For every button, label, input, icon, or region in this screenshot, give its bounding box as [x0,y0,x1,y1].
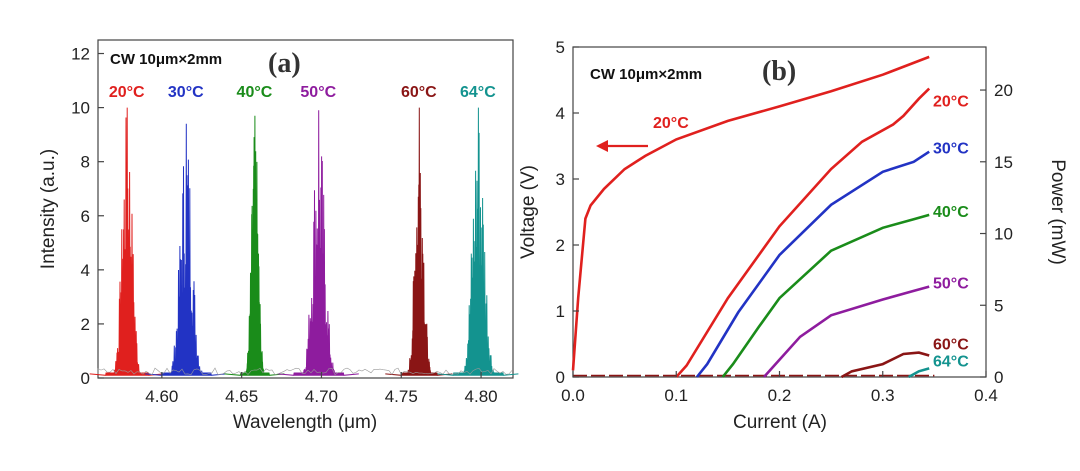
y2-tick-label: 20 [994,81,1013,100]
y2-tick-label: 10 [994,225,1013,244]
y-tick-label: 6 [81,207,90,226]
temperature-label: 30°C [168,84,204,101]
y-tick-label: 3 [556,170,565,189]
temperature-label: 20°C [109,84,145,101]
panel-a-x-ticks: 4.60 4.65 4.70 4.75 4.80 [145,372,498,406]
x-tick-label: 0.4 [974,386,998,405]
x-tick-label: 0.3 [871,386,895,405]
panel-b-y-ticks: 0 1 2 3 4 5 [556,38,579,387]
panel-a-frame [97,39,514,379]
y-tick-label: 4 [556,104,565,123]
baseline-noise [97,367,513,376]
spectrum-64c [437,107,519,376]
spectrum-30c [145,123,227,376]
panel-b-x-ticks: 0.0 0.1 0.2 0.3 0.4 [561,371,998,405]
x-tick-label: 0.0 [561,386,585,405]
y-tick-label: 1 [556,302,565,321]
panel-a-tag: (a) [268,48,301,79]
temperature-label: 30°C [933,141,969,158]
temperature-label: 20°C [933,94,969,111]
voltage-arrow-label: 20°C [653,115,689,132]
power-curve-40c [721,213,930,378]
panel-b-y-axis-label: Voltage (V) [518,165,539,259]
y2-tick-label: 0 [994,368,1003,387]
voltage-arrow-head [596,140,608,152]
panel-b-series [571,55,935,379]
spectrum-50c [277,110,359,376]
temperature-label: 40°C [237,84,273,101]
x-tick-label: 0.1 [664,386,688,405]
y-tick-label: 2 [556,236,565,255]
x-tick-label: 0.2 [768,386,792,405]
y-tick-label: 0 [556,368,565,387]
temperature-label: 50°C [933,276,969,293]
temperature-label: 60°C [933,337,969,354]
y-tick-label: 4 [81,261,90,280]
power-curve-20c [675,87,931,378]
temperature-label: 50°C [300,84,336,101]
panel-a-y-axis-label: Intensity (a.u.) [38,149,59,269]
y-tick-label: 2 [81,315,90,334]
y2-tick-label: 5 [994,296,1003,315]
panel-a-y-ticks: 0 2 4 6 8 10 12 [71,45,104,388]
x-tick-label: 4.80 [465,387,498,406]
temperature-label: 64°C [933,353,969,370]
power-curve-60c [840,351,930,379]
temperature-label: 64°C [460,84,496,101]
y-tick-label: 8 [81,153,90,172]
x-tick-label: 4.60 [145,387,178,406]
panel-b-tag: (b) [762,56,796,87]
power-curve-50c [763,285,930,378]
panel-b-y2-ticks: 0 5 10 15 20 [980,81,1013,387]
y2-tick-label: 15 [994,153,1013,172]
power-curve-64c [907,367,930,379]
y-tick-label: 0 [81,369,90,388]
panel-a-annotation: CW 10μm×2mm [110,51,222,68]
panel-b-temperature-labels: 20°C 30°C 40°C 50°C 60°C64°C [933,94,969,371]
x-tick-label: 4.75 [385,387,418,406]
y-tick-label: 10 [71,99,90,118]
temperature-label: 60°C [401,84,437,101]
y-tick-label: 5 [556,38,565,57]
panel-a: 4.60 4.65 4.70 4.75 4.80 0 2 4 6 8 10 12 20°C 30°C 4… [38,39,519,433]
y-tick-label: 12 [71,45,90,64]
spectrum-60c [385,107,453,376]
temperature-label: 40°C [933,204,969,221]
voltage-curve-20c [571,55,930,371]
spectrum-40c [224,115,285,376]
x-tick-label: 4.70 [305,387,338,406]
panel-b-y2-axis-label: Power (mW) [1047,159,1068,265]
panel-b-annotation: CW 10μm×2mm [590,66,702,83]
spectrum-20c [89,107,164,376]
panel-b-x-axis-label: Current (A) [733,412,827,433]
panel-b-frame [572,46,987,378]
power-curve-30c [695,150,930,378]
x-tick-label: 4.65 [225,387,258,406]
panel-a-x-axis-label: Wavelength (μm) [233,412,377,433]
panel-a-temperature-labels: 20°C 30°C 40°C 50°C 60°C 64°C [109,84,496,101]
panel-b: 0.0 0.1 0.2 0.3 0.4 0 1 2 3 4 5 0 5 10 15 20 20°C 30°C… [518,38,1068,433]
panel-a-series [89,107,519,376]
